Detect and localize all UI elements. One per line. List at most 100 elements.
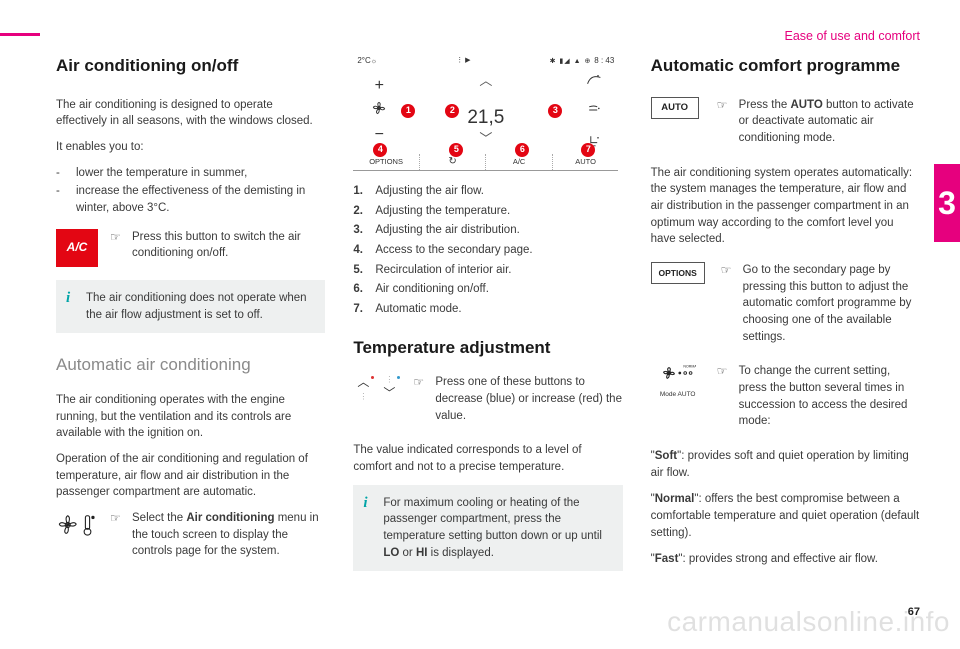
red-accent-bar	[0, 33, 40, 36]
fan-icon	[371, 100, 387, 120]
legend-num: 3.	[353, 222, 367, 239]
screen-bottom-ac: A/C	[486, 154, 553, 170]
ac-button-row: A/C ☞ Press this button to switch the ai…	[56, 229, 325, 270]
temp-note: The value indicated corresponds to a lev…	[353, 442, 622, 475]
temp-buttons-row: ︿ ⋮ ⋮ ﹀ ☞ Press one of these buttons to …	[353, 374, 622, 432]
legend-text: Adjusting the air distribution.	[375, 222, 519, 239]
breadcrumb: Ease of use and comfort	[785, 27, 921, 45]
auto-para: The air conditioning system operates aut…	[651, 165, 920, 248]
bullet-item: - increase the effectiveness of the demi…	[56, 183, 325, 216]
legend-text: Recirculation of interior air.	[375, 262, 511, 279]
legend-num: 6.	[353, 281, 367, 298]
options-button-iconbox: OPTIONS	[651, 262, 709, 284]
txt-bold: LO	[383, 547, 399, 559]
fan-action-text: Select the Air conditioning menu in the …	[132, 510, 325, 560]
mode-soft: "Soft": provides soft and quiet operatio…	[651, 448, 920, 481]
txt: Press the	[739, 99, 791, 111]
info-text: The air conditioning does not operate wh…	[86, 292, 307, 321]
txt-bold: Normal	[655, 493, 695, 505]
pointer-icon: ☞	[721, 262, 733, 279]
auto-button-row: AUTO ☞ Press the AUTO button to activate…	[651, 97, 920, 155]
action-row: ☞ Press one of these buttons to decrease…	[413, 374, 622, 424]
options-button-row: OPTIONS ☞ Go to the secondary page by pr…	[651, 262, 920, 353]
pointer-icon: ☞	[110, 229, 122, 246]
dash-icon: -	[56, 183, 66, 216]
action-row: ☞ Press the AUTO button to activate or d…	[717, 97, 920, 147]
heading-ac-onoff: Air conditioning on/off	[56, 54, 325, 79]
ac-action-text: Press this button to switch the air cond…	[132, 229, 325, 262]
heading-auto-comfort: Automatic comfort programme	[651, 54, 920, 79]
page-number: 67	[908, 605, 920, 621]
fan-thermo-icon	[56, 510, 98, 546]
txt-bold: Soft	[655, 450, 677, 462]
touchscreen-figure: 2°C☼ ⋮ ▶ ✱ ▮◢ ▲ ⊕ 8 : 43 + − ︿ 21,5 ﹀	[353, 54, 618, 171]
screen-bottom-options: OPTIONS	[353, 154, 420, 170]
chevron-up-icon: ︿	[479, 72, 492, 91]
auto-p2: Operation of the air conditioning and re…	[56, 451, 325, 501]
mode-action-text: To change the current setting, press the…	[739, 363, 920, 430]
screen-top-mid: ⋮ ▶	[456, 56, 470, 66]
mode-auto-icon: NORMAL Mode AUTO	[651, 363, 705, 399]
legend-num: 2.	[353, 203, 367, 220]
airflow-windscreen-icon	[586, 72, 602, 86]
legend-text: Adjusting the temperature.	[375, 203, 510, 220]
txt: Select the	[132, 512, 186, 524]
txt-bold: Fast	[655, 553, 679, 565]
column-1: Air conditioning on/off The air conditio…	[56, 54, 325, 583]
auto-button: AUTO	[651, 97, 699, 119]
txt-bold: Air conditioning	[186, 512, 274, 524]
options-button: OPTIONS	[651, 262, 705, 284]
legend-num: 4.	[353, 242, 367, 259]
txt: For maximum cooling or heating of the pa…	[383, 497, 602, 542]
airflow-face-icon	[586, 103, 602, 117]
bullet-item: - lower the temperature in summer,	[56, 165, 325, 182]
bullet-text: lower the temperature in summer,	[76, 165, 247, 182]
screen-temp: 21,5	[467, 104, 504, 132]
screen-bottom-auto: AUTO	[553, 154, 619, 170]
temp-buttons-icon: ︿ ⋮ ⋮ ﹀	[353, 374, 401, 402]
ac-intro: The air conditioning is designed to oper…	[56, 97, 325, 130]
normal-tiny-label: NORMAL	[683, 365, 696, 369]
txt-bold: HI	[416, 547, 428, 559]
plus-icon: +	[375, 74, 384, 97]
screen-bottom-recirc: ↻	[420, 154, 487, 170]
legend-num: 7.	[353, 301, 367, 318]
legend-text: Adjusting the air flow.	[375, 183, 484, 200]
legend-num: 1.	[353, 183, 367, 200]
ac-enables: It enables you to:	[56, 139, 325, 156]
txt-bold: AUTO	[790, 99, 822, 111]
legend-text: Automatic mode.	[375, 301, 461, 318]
action-row: ☞ Press this button to switch the air co…	[110, 229, 325, 262]
info-box: The air conditioning does not operate wh…	[56, 280, 325, 333]
txt: : provides strong and effective air flow…	[683, 553, 878, 565]
dash-icon: -	[56, 165, 66, 182]
mode-auto-label: Mode AUTO	[651, 390, 705, 399]
heading-auto-ac: Automatic air conditioning	[56, 353, 325, 378]
column-3: Automatic comfort programme AUTO ☞ Press…	[651, 54, 920, 583]
screen-top-right: ✱ ▮◢ ▲ ⊕ 8 : 43	[550, 55, 615, 67]
mode-normal: "Normal": offers the best compromise bet…	[651, 491, 920, 541]
legend-text: Access to the secondary page.	[375, 242, 532, 259]
info-text: For maximum cooling or heating of the pa…	[383, 497, 602, 559]
action-row: ☞ To change the current setting, press t…	[717, 363, 920, 430]
auto-p1: The air conditioning operates with the e…	[56, 392, 325, 442]
action-row: ☞ Select the Air conditioning menu in th…	[110, 510, 325, 560]
screen-top-left: 2°C☼	[357, 55, 377, 67]
action-row: ☞ Go to the secondary page by pressing t…	[721, 262, 920, 345]
chevron-down-icon: ﹀	[479, 130, 492, 149]
txt: or	[399, 547, 416, 559]
txt: : provides soft and quiet operation by l…	[651, 450, 909, 479]
auto-action-text: Press the AUTO button to activate or dea…	[739, 97, 920, 147]
ac-button-iconbox: A/C	[56, 229, 98, 267]
fan-row: ☞ Select the Air conditioning menu in th…	[56, 510, 325, 568]
legend-text: Air conditioning on/off.	[375, 281, 489, 298]
pointer-icon: ☞	[717, 97, 729, 114]
pointer-icon: ☞	[717, 363, 729, 380]
mode-fast: "Fast": provides strong and effective ai…	[651, 551, 920, 568]
bullet-text: increase the effectiveness of the demist…	[76, 183, 325, 216]
mode-icon-row: NORMAL Mode AUTO ☞ To change the current…	[651, 363, 920, 438]
txt: is displayed.	[427, 547, 493, 559]
legend-list: 1. Adjusting the air flow. 2. Adjusting th…	[353, 183, 622, 318]
heading-temp-adjust: Temperature adjustment	[353, 336, 622, 361]
pointer-icon: ☞	[413, 374, 425, 391]
